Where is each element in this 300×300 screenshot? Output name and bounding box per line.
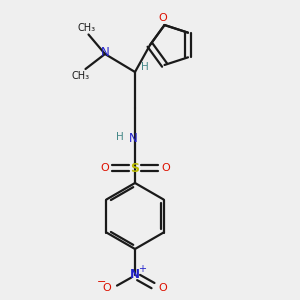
Text: CH₃: CH₃	[78, 23, 96, 33]
Text: N: N	[101, 46, 110, 59]
Text: O: O	[159, 14, 167, 23]
Text: O: O	[158, 283, 167, 293]
Text: N: N	[130, 268, 140, 281]
Text: CH₃: CH₃	[72, 70, 90, 81]
Text: H: H	[116, 131, 124, 142]
Text: H: H	[141, 61, 148, 72]
Text: O: O	[100, 163, 109, 173]
Text: +: +	[139, 263, 146, 274]
Text: −: −	[96, 277, 106, 287]
Text: N: N	[129, 131, 138, 145]
Text: O: O	[161, 163, 170, 173]
Text: O: O	[103, 283, 112, 293]
Text: S: S	[130, 161, 140, 175]
